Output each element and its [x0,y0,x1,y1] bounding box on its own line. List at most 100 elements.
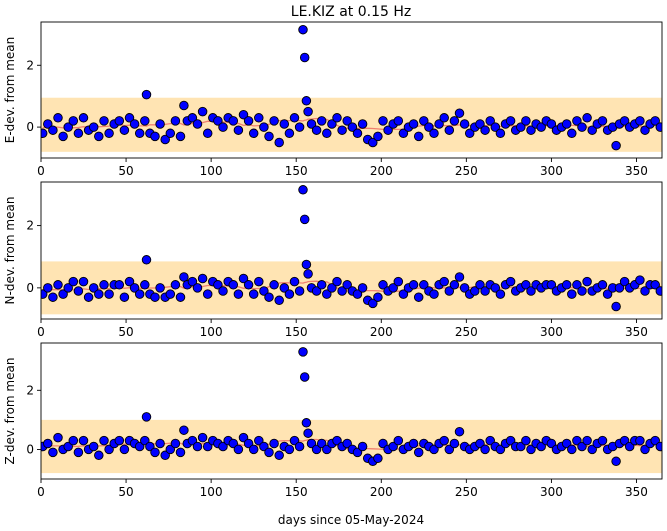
data-point [53,113,63,123]
data-point [155,119,165,129]
data-point [322,289,332,299]
data-point [429,289,439,299]
data-point [619,435,630,446]
data-point [495,128,506,139]
x-tick-label: 300 [540,485,563,499]
data-point [150,447,160,458]
data-point [388,283,398,293]
data-point [160,450,170,461]
data-point [160,134,170,145]
data-point [485,435,495,446]
data-point [197,106,208,117]
data-point [284,289,295,299]
data-point [413,292,424,302]
data-point [243,116,254,126]
data-point [238,432,249,443]
data-point [505,435,516,446]
data-point [140,116,150,126]
data-point [635,116,645,126]
data-point [134,289,145,299]
plot-area [41,347,662,474]
data-point [342,116,352,126]
data-point [175,292,186,302]
data-point [301,418,312,428]
data-point [88,122,99,132]
data-point [650,280,660,290]
x-tick-label: 250 [455,325,478,339]
data-point [597,435,608,446]
y-axis-label: E-dev. from mean [3,37,17,143]
data-point [516,122,526,132]
data-point [567,289,577,299]
data-point [233,125,244,135]
data-point [213,116,223,126]
data-point [179,272,189,282]
data-point [347,122,358,132]
data-point [602,289,613,299]
data-point [449,116,460,126]
data-point [316,438,327,449]
data-point [269,116,279,126]
data-point [134,441,145,452]
data-point [289,435,300,446]
data-point [572,435,582,446]
data-point [393,276,404,287]
data-point [536,122,546,132]
data-point [155,438,165,449]
data-point [145,441,155,452]
data-point [449,438,460,449]
axes-frame [40,181,663,320]
data-point [572,116,582,126]
data-point [475,438,485,449]
data-point [572,280,582,290]
x-tick-label: 200 [370,485,393,499]
data-point [454,108,465,118]
data-point [63,441,73,452]
data-point [337,125,347,135]
data-point [635,435,645,446]
points [41,347,662,467]
data-point [577,122,587,132]
data-point [202,441,213,452]
data-point [78,435,89,446]
data-point [567,444,577,455]
data-point [322,444,332,455]
y-tick-label: 2 [26,58,34,72]
data-point [218,441,228,452]
x-tick-label: 350 [625,485,648,499]
data-point [284,128,295,139]
data-point [187,113,198,123]
data-point [289,113,300,123]
data-point [611,301,621,312]
x-tick-label: 50 [118,164,133,178]
data-point [165,128,176,139]
data-point [597,280,608,290]
data-point [99,116,109,126]
x-axis: 0 50 100 150 200 250 300 350 [37,319,648,339]
data-point [202,128,213,139]
data-point [444,125,455,135]
data-point [582,113,592,123]
x-tick-label: 350 [625,164,648,178]
data-point [526,125,536,135]
data-point [298,347,308,357]
data-point [301,96,312,106]
data-point [119,444,130,455]
data-point [264,131,274,142]
data-point [170,438,181,449]
data-point [577,286,587,296]
data-point [383,125,393,135]
data-point [408,280,419,290]
x-tick-label: 300 [540,325,563,339]
data-point [248,128,259,139]
data-point [464,128,475,139]
x-tick-label: 100 [200,164,223,178]
data-point [202,289,213,299]
data-point [640,286,650,296]
data-point [408,119,419,129]
data-point [88,283,99,293]
data-point [505,116,516,126]
data-point [254,113,264,123]
data-point [279,119,290,129]
